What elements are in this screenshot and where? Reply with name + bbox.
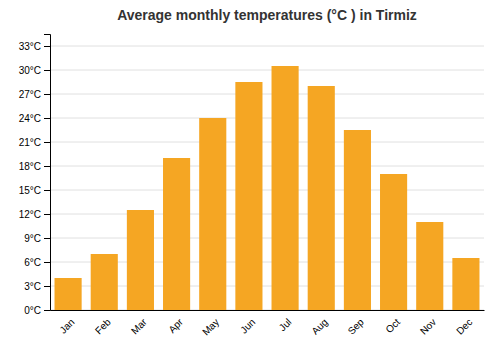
tick-mark	[44, 214, 50, 215]
bar	[55, 278, 82, 310]
tick-label: Apr	[166, 316, 185, 335]
bar	[91, 254, 118, 310]
tick-mark	[44, 166, 50, 167]
tick-mark	[44, 190, 50, 191]
axis-line	[44, 35, 51, 311]
tick-label: Nov	[418, 316, 438, 336]
tick-label: Jan	[57, 316, 76, 335]
y-tick: 12°C	[19, 209, 50, 220]
plot: 0°C 3°C 6°C 9°C 12°C 15°C 18°C 21°C 24°C 27°C 30°C…	[19, 35, 485, 338]
bar	[452, 258, 479, 310]
tick-label: Jun	[238, 316, 257, 335]
tick-mark	[44, 262, 50, 263]
x-tick: Feb	[93, 316, 113, 336]
y-axis: 0°C 3°C 6°C 9°C 12°C 15°C 18°C 21°C 24°C 27°C 30°C…	[19, 35, 51, 316]
x-tick: Nov	[418, 316, 438, 336]
grid	[50, 46, 484, 310]
bar	[416, 222, 443, 310]
tick-label: May	[200, 316, 221, 337]
grid-line	[50, 142, 484, 143]
tick-label: 33°C	[19, 41, 41, 52]
tick-label: 6°C	[24, 257, 41, 268]
title: Average monthly temperatures (°C ) in Ti…	[117, 7, 417, 23]
tick-label: 21°C	[19, 137, 41, 148]
tick-mark	[44, 142, 50, 143]
x-tick: Jun	[238, 316, 257, 335]
tick-mark	[44, 94, 50, 95]
bar	[344, 130, 371, 310]
tick-label: 9°C	[24, 233, 41, 244]
bars	[55, 66, 480, 310]
tick-label: Oct	[383, 316, 402, 335]
tick-mark	[44, 286, 50, 287]
tick-label: 24°C	[19, 113, 41, 124]
tick-mark	[44, 238, 50, 239]
bar	[380, 174, 407, 310]
tick-mark	[44, 118, 50, 119]
tick-mark	[44, 70, 50, 71]
x-tick: Oct	[383, 316, 402, 335]
tick-label: 30°C	[19, 65, 41, 76]
y-tick: 33°C	[19, 41, 50, 52]
x-tick: Jul	[277, 316, 294, 333]
grid-line	[50, 166, 484, 167]
bar	[308, 86, 335, 310]
y-tick: 30°C	[19, 65, 50, 76]
tick-mark	[44, 310, 50, 311]
tick-label: Mar	[129, 316, 149, 336]
tick-label: 0°C	[24, 305, 41, 316]
x-tick: Jan	[57, 316, 76, 335]
x-tick: Apr	[166, 316, 185, 335]
x-tick: Dec	[454, 316, 474, 336]
tick-label: Dec	[454, 316, 474, 336]
grid-line	[50, 70, 484, 71]
y-tick: 27°C	[19, 89, 50, 100]
bar	[163, 158, 190, 310]
bar	[199, 118, 226, 310]
grid-line	[50, 46, 484, 47]
x-tick: Mar	[129, 316, 149, 336]
grid-line	[50, 214, 484, 215]
y-tick: 18°C	[19, 161, 50, 172]
y-tick: 6°C	[24, 257, 50, 268]
grid-line	[50, 190, 484, 191]
bar	[235, 82, 262, 310]
grid-line	[50, 94, 484, 95]
tick-label: 3°C	[24, 281, 41, 292]
x-tick: May	[200, 316, 221, 337]
x-tick: Sep	[346, 316, 367, 337]
chart-container: 0°C 3°C 6°C 9°C 12°C 15°C 18°C 21°C 24°C 27°C 30°C…	[0, 0, 500, 350]
x-axis: Jan Feb Mar Apr May Jun Jul Aug Sep Oct Nov Dec	[51, 311, 485, 338]
tick-label: Aug	[309, 316, 329, 336]
y-tick: 24°C	[19, 113, 50, 124]
y-tick: 21°C	[19, 137, 50, 148]
tick-label: 27°C	[19, 89, 41, 100]
tick-label: Jul	[277, 316, 294, 333]
tick-label: Feb	[93, 316, 113, 336]
tick-label: 15°C	[19, 185, 41, 196]
chart-svg: 0°C 3°C 6°C 9°C 12°C 15°C 18°C 21°C 24°C 27°C 30°C…	[0, 0, 500, 350]
tick-mark	[44, 46, 50, 47]
y-tick: 9°C	[24, 233, 50, 244]
bar	[272, 66, 299, 310]
y-tick: 15°C	[19, 185, 50, 196]
tick-label: 18°C	[19, 161, 41, 172]
y-tick: 3°C	[24, 281, 50, 292]
tick-label: Sep	[346, 316, 367, 337]
x-tick: Aug	[309, 316, 329, 336]
y-tick: 0°C	[24, 305, 50, 316]
bar	[127, 210, 154, 310]
tick-label: 12°C	[19, 209, 41, 220]
grid-line	[50, 118, 484, 119]
axis-line	[51, 310, 485, 311]
